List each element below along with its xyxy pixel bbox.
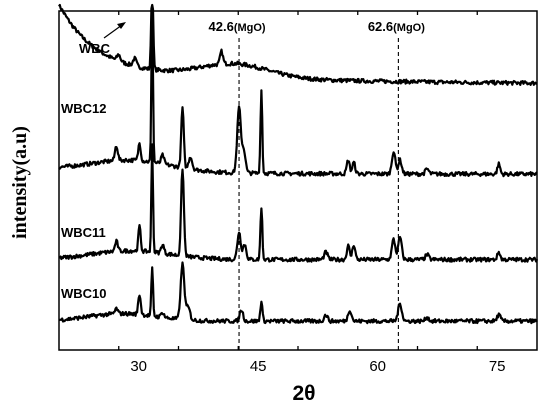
y-axis-label: intensity(a.u) bbox=[9, 126, 31, 239]
series-line-wbc10 bbox=[58, 261, 538, 325]
x-tick-label-30: 30 bbox=[130, 358, 147, 375]
text-labels: 30 45 60 75 2θ intensity(a.u) WBC WBC12 WBC11 WBC… bbox=[9, 19, 506, 405]
series-layer bbox=[58, 3, 539, 325]
series-label-wbc12: WBC12 bbox=[61, 101, 107, 116]
wbc-arrow-line bbox=[103, 24, 123, 39]
annotation-label-0: 42.6(MgO) bbox=[209, 19, 266, 34]
series-line-wbc bbox=[58, 3, 538, 86]
series-label-wbc: WBC bbox=[79, 41, 111, 56]
series-line-wbc12 bbox=[58, 14, 538, 178]
series-label-wbc11: WBC11 bbox=[61, 225, 106, 240]
x-axis-label: 2θ bbox=[292, 382, 315, 405]
x-tick-label-75: 75 bbox=[489, 358, 506, 375]
annotation-label-1: 62.6(MgO) bbox=[368, 19, 425, 34]
x-tick-label-60: 60 bbox=[369, 358, 386, 375]
annotation-lines bbox=[238, 38, 399, 350]
x-tick-label-45: 45 bbox=[250, 358, 267, 375]
series-line-wbc11 bbox=[58, 143, 539, 263]
series-label-wbc10: WBC10 bbox=[61, 286, 107, 301]
axis-ticks bbox=[118, 11, 478, 350]
wbc-arrow-head bbox=[117, 22, 126, 29]
plot-frame bbox=[58, 10, 538, 351]
